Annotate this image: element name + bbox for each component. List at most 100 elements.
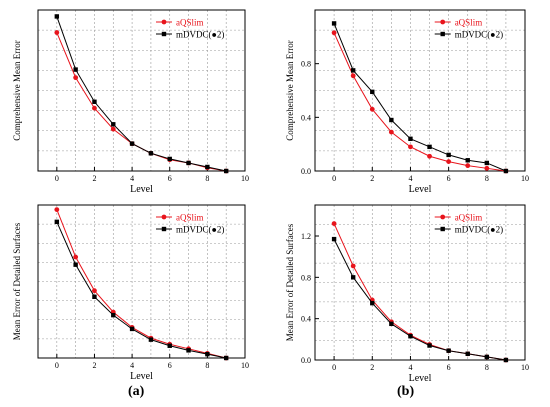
series-mdvdc	[331, 236, 509, 363]
chart-panel-1: 0 2 4 6 8 10 Level Comprehensive Mean Error aQSl…	[12, 9, 249, 195]
panel-label-b: (b)	[397, 384, 415, 399]
x-tick-label: 6	[447, 174, 451, 183]
data-point-square	[370, 300, 375, 306]
x-axis-label: Level	[409, 184, 432, 195]
data-point-square	[350, 275, 356, 280]
data-point-square	[129, 141, 135, 146]
data-point-square	[92, 294, 97, 299]
x-tick-label: 4	[408, 363, 412, 372]
data-point-circle	[484, 165, 490, 171]
data-point-square	[370, 89, 375, 95]
data-point-circle	[110, 126, 116, 132]
data-point-square	[167, 343, 172, 348]
plot-frame	[37, 9, 246, 172]
data-point-square	[389, 321, 394, 327]
x-tick-label: 6	[168, 174, 172, 183]
x-tick-label: 8	[485, 363, 489, 372]
series-line	[56, 32, 227, 172]
x-tick-label: 0	[332, 363, 336, 372]
data-point-square	[446, 152, 451, 158]
data-point-square	[331, 21, 337, 26]
data-point-square	[205, 164, 210, 170]
legend-marker-circle	[161, 214, 167, 220]
data-point-square	[148, 151, 154, 156]
data-point-square	[389, 117, 394, 123]
data-point-square	[73, 262, 78, 267]
legend-marker-square	[440, 226, 445, 232]
data-point-square	[503, 168, 509, 174]
plot-frame	[314, 9, 526, 172]
data-point-square	[408, 136, 413, 141]
data-point-circle	[408, 144, 413, 150]
data-point-square	[54, 219, 60, 225]
y-tick-label: 1.2	[301, 232, 311, 241]
data-point-square	[92, 99, 97, 104]
series-line	[333, 32, 506, 172]
data-point-square	[167, 156, 172, 162]
y-axis-label: Mean Error of Detailed Surfaces	[12, 222, 22, 340]
x-tick-label: 4	[130, 361, 134, 370]
data-point-circle	[73, 254, 79, 260]
data-point-square	[408, 334, 413, 339]
data-point-circle	[331, 30, 337, 36]
x-tick-label: 10	[521, 174, 529, 183]
y-tick-label: 0.0	[301, 167, 311, 176]
y-tick-label: 0.8	[301, 273, 311, 282]
y-axis-label: Comprehensive Mean Error	[12, 40, 22, 140]
data-point-square	[129, 326, 135, 332]
data-point-circle	[331, 221, 337, 227]
x-tick-label: 8	[485, 174, 489, 183]
chart-panel-2: 0 2 4 6 8 10 0.0 0.4 0.8 Level Comprehensive Mean …	[285, 9, 529, 195]
data-point-square	[484, 160, 490, 166]
data-point-square	[54, 14, 60, 19]
x-tick-label: 8	[205, 361, 209, 370]
data-point-square	[331, 236, 337, 242]
series-line	[333, 23, 507, 172]
data-point-circle	[54, 30, 60, 35]
y-axis-label: Mean Error of Detailed Surfaces	[285, 223, 295, 341]
x-tick-label: 10	[241, 361, 249, 370]
legend-marker-circle	[440, 19, 446, 25]
data-point-circle	[73, 75, 79, 81]
legend-label: mDVDC(●2)	[455, 225, 503, 235]
series-mdvdc	[54, 14, 229, 174]
legend-label: aQSlim	[455, 213, 483, 223]
data-point-circle	[388, 129, 394, 135]
x-axis-label: Level	[130, 184, 153, 195]
data-point-square	[223, 168, 229, 174]
x-tick-label: 4	[408, 174, 412, 183]
x-tick-label: 10	[521, 363, 529, 372]
data-point-square	[350, 68, 356, 73]
series-line	[333, 238, 506, 361]
chart-panel-4: 0 2 4 6 8 10 0.0 0.4 0.8 1.2 Level Mean Error of De…	[285, 204, 529, 384]
data-point-circle	[427, 153, 432, 159]
legend-marker-square	[161, 31, 167, 37]
data-point-square	[73, 67, 78, 72]
y-tick-label: 0.4	[301, 113, 311, 122]
series-line	[56, 221, 227, 359]
data-point-square	[465, 158, 470, 163]
data-point-circle	[350, 263, 356, 269]
x-tick-label: 2	[370, 363, 374, 372]
data-point-square	[427, 144, 432, 150]
plot-frame	[37, 204, 246, 359]
chart-panel-3: 0 2 4 6 8 10 Level Mean Error of Detailed Surfa…	[12, 204, 249, 382]
y-tick-label: 0.8	[301, 60, 311, 69]
y-axis-label: Comprehensive Mean Error	[285, 40, 295, 140]
data-point-square	[427, 343, 432, 348]
x-axis-label: Level	[409, 373, 432, 384]
x-tick-label: 6	[168, 361, 172, 370]
data-point-circle	[465, 163, 471, 169]
legend-marker-square	[161, 226, 167, 232]
x-tick-label: 2	[92, 361, 96, 370]
legend-label: aQSlim	[176, 213, 204, 223]
data-point-square	[484, 354, 490, 360]
x-tick-label: 0	[332, 174, 336, 183]
x-tick-label: 0	[55, 361, 59, 370]
plot-frame	[314, 204, 526, 361]
data-point-circle	[446, 159, 452, 165]
series-aqslim	[54, 30, 229, 174]
data-point-circle	[350, 73, 356, 79]
data-point-square	[111, 122, 116, 127]
